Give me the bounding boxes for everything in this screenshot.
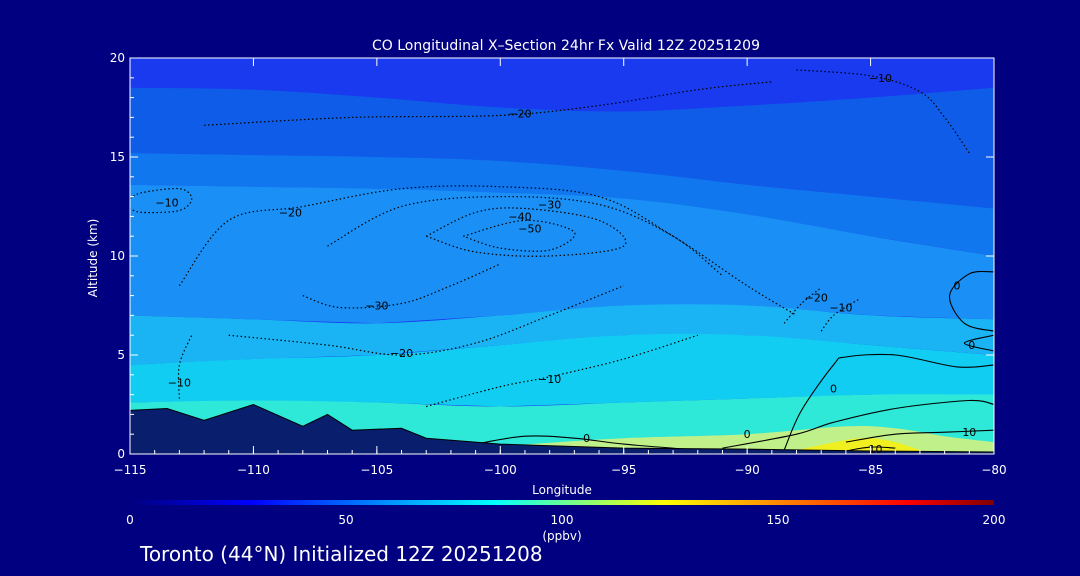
colorbar-tick-label: 150 xyxy=(767,513,790,527)
band-80-ppbv xyxy=(130,333,994,407)
band-60-ppbv xyxy=(130,184,994,324)
colorbar-tick-label: 200 xyxy=(983,513,1006,527)
contour-label: 10 xyxy=(962,426,976,439)
contour-line xyxy=(302,263,501,309)
y-tick-label: 0 xyxy=(117,447,125,461)
y-tick-label: 10 xyxy=(110,249,125,263)
contour-line xyxy=(130,187,193,214)
contour-label: −20 xyxy=(279,206,302,219)
contour-label: 0 xyxy=(968,339,975,352)
concentration-bands xyxy=(130,58,994,454)
contour-line xyxy=(845,429,994,443)
contour-label: −50 xyxy=(518,222,541,235)
contour-lines xyxy=(130,69,994,452)
contour-label: −20 xyxy=(508,107,531,120)
contour-label: −10 xyxy=(538,373,561,386)
y-tick-label: 15 xyxy=(110,150,125,164)
colorbar-tick-label: 0 xyxy=(126,513,134,527)
contour-line xyxy=(949,270,994,332)
x-tick-label: −100 xyxy=(484,463,517,477)
x-tick-label: −110 xyxy=(237,463,270,477)
contour-label: −40 xyxy=(508,210,531,223)
contour-label: −10 xyxy=(829,301,852,314)
x-axis: −115 −110 −105 −100 −95 −90 −85 −80 xyxy=(114,58,1007,477)
contour-line xyxy=(820,299,859,332)
contour-line xyxy=(722,399,994,449)
x-tick-label: −95 xyxy=(611,463,636,477)
contour-line xyxy=(475,435,698,451)
x-tick-label: −115 xyxy=(114,463,147,477)
colorbar-ticks: 0 50 100 150 200 xyxy=(126,513,1005,527)
x-tick-label: −80 xyxy=(981,463,1006,477)
contour-line xyxy=(425,207,627,257)
colorbar-label: (ppbv) xyxy=(542,529,581,543)
contour-label: −20 xyxy=(805,292,828,305)
band-30-ppbv xyxy=(130,58,994,112)
y-tick-label: 5 xyxy=(117,348,125,362)
contour-label: −10 xyxy=(168,377,191,390)
band-50-ppbv xyxy=(130,153,994,256)
contour-label: −10 xyxy=(155,197,178,210)
band-70-ppbv xyxy=(130,304,994,365)
contour-line xyxy=(963,334,994,352)
colorbar-tick-label: 50 xyxy=(338,513,353,527)
contour-line xyxy=(463,219,576,252)
terrain xyxy=(130,403,994,454)
colorbar xyxy=(130,500,994,505)
contour-label: 10 xyxy=(869,443,883,456)
contour-label: −10 xyxy=(869,72,892,85)
contour-labels: −20−10−10−20−30−40−50−30−20−10 −10−20−100… xyxy=(155,72,976,456)
contour-line xyxy=(327,195,723,277)
terrain-profile xyxy=(130,403,994,454)
chart-title: CO Longitudinal X–Section 24hr Fx Valid … xyxy=(372,38,760,54)
band-40-ppbv xyxy=(130,87,994,209)
x-axis-label: Longitude xyxy=(532,483,592,497)
y-axis: 0 5 10 15 20 xyxy=(110,51,994,461)
y-axis-label: Altitude (km) xyxy=(86,219,100,298)
x-tick-label: −85 xyxy=(858,463,883,477)
colorbar-tick-label: 100 xyxy=(551,513,574,527)
contour-label: −20 xyxy=(390,347,413,360)
x-tick-label: −105 xyxy=(360,463,393,477)
location-caption: Toronto (44°N) Initialized 12Z 20251208 xyxy=(140,542,543,566)
x-tick-label: −90 xyxy=(734,463,759,477)
contour-label: −30 xyxy=(365,300,388,313)
contour-label: −30 xyxy=(538,199,561,212)
contour-label: 0 xyxy=(830,383,837,396)
contour-line xyxy=(783,353,994,451)
contour-label: 0 xyxy=(953,280,960,293)
contour-label: 0 xyxy=(744,428,751,441)
y-tick-label: 20 xyxy=(110,51,125,65)
contour-label: 0 xyxy=(583,432,590,445)
